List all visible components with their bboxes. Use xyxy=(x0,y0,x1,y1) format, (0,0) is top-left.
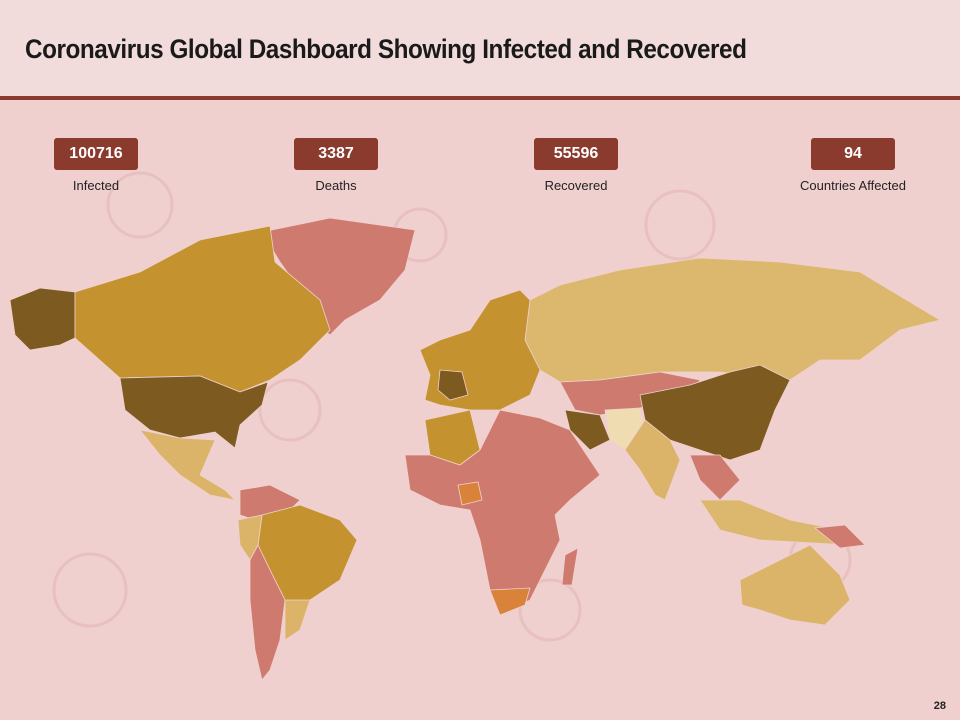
stat: 94 Countries Affected xyxy=(753,138,953,193)
stat-label: Countries Affected xyxy=(800,178,906,193)
stat-value: 3387 xyxy=(294,138,378,170)
countries xyxy=(9,217,942,681)
stat-label: Recovered xyxy=(544,178,608,193)
stat-label: Infected xyxy=(72,178,120,193)
stat-value: 94 xyxy=(811,138,895,170)
stat: 55596 Recovered xyxy=(476,138,676,193)
header xyxy=(0,0,960,96)
stat: 3387 Deaths xyxy=(236,138,436,193)
page-number: 28 xyxy=(933,700,946,712)
title: Coronavirus Global Dashboard Showing Inf… xyxy=(25,34,747,64)
virus-decoration xyxy=(52,171,852,642)
stat-label: Deaths xyxy=(315,178,357,193)
stat-value: 100716 xyxy=(54,138,138,170)
header-rule xyxy=(0,96,960,100)
stat: 100716 Infected xyxy=(0,138,196,193)
stat-value: 55596 xyxy=(534,138,618,170)
